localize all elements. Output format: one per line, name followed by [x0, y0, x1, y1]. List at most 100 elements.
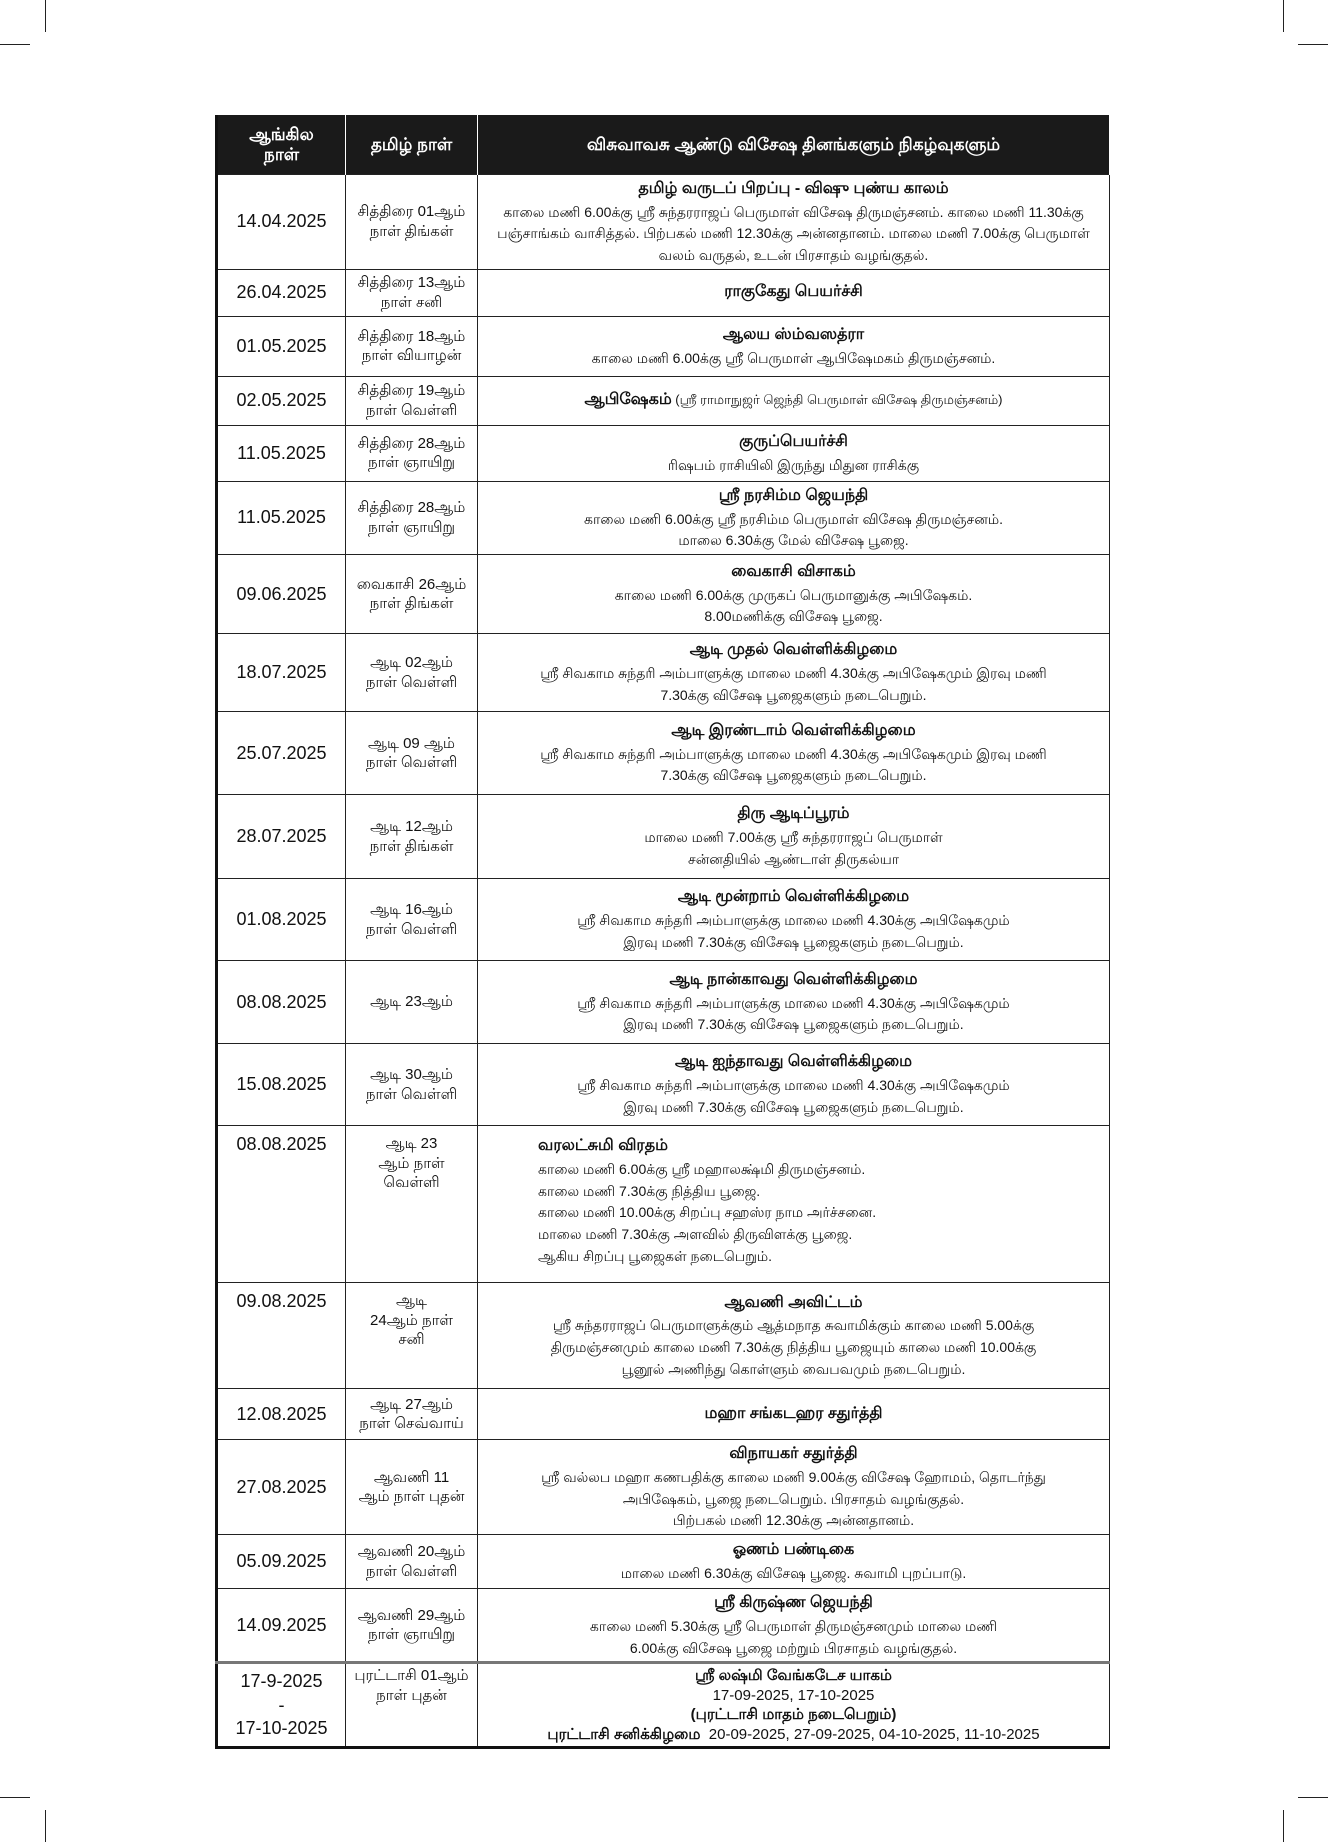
- event-detail-line: ஸ்ரீ சிவகாம சுந்தரி அம்பாளுக்கு மாலை மணி…: [577, 994, 1010, 1011]
- event-cell: ஆடி நான்காவது வெள்ளிக்கிழமை ஸ்ரீ சிவகாம ச…: [477, 960, 1110, 1045]
- saturday-label: புரட்டாசி சனிக்கிழமை: [547, 1725, 701, 1743]
- tamil-date-line: நாள் செவ்வாய்: [359, 1415, 464, 1433]
- event-title-text: ராகுகேது பெயர்ச்சி: [724, 283, 863, 301]
- event-detail-line: ஸ்ரீ சிவகாம சுந்தரி அம்பாளுக்கு மாலை மணி…: [577, 1077, 1010, 1094]
- event-title: ஆவணி அவிட்டம்: [482, 1291, 1105, 1316]
- event-title-text: திரு ஆடிப்பூரம்: [737, 805, 850, 823]
- event-title: தமிழ் வருடப் பிறப்பு - விஷு புண்ய காலம்: [482, 177, 1105, 202]
- event-title: ஓணம் பண்டிகை: [482, 1538, 1105, 1563]
- tamil-date-line: ஆடி: [396, 1292, 427, 1310]
- event-detail-line: திருமஞ்சனமும் காலை மணி 7.30க்கு நித்திய …: [550, 1339, 1037, 1356]
- crop-mark: [1283, 0, 1284, 32]
- event-title-text: ஆபிஷேகம்: [584, 391, 672, 409]
- date-range-part: 17-9-2025: [240, 1671, 323, 1692]
- event-detail-line: பஞ்சாங்கம் வாசித்தல். பிற்பகல் மணி 12.30…: [497, 225, 1090, 242]
- table-row: 09.08.2025 ஆடி 24ஆம் நாள் சனி ஆவணி அவிட்டம் ஸ…: [216, 1282, 1110, 1390]
- tamil-date: ஆடி 24ஆம் நாள் சனி: [345, 1282, 478, 1390]
- event-cell: ஆடி ஐந்தாவது வெள்ளிக்கிழமை ஸ்ரீ சிவகாம சு…: [477, 1043, 1110, 1127]
- event-title: ஆடி மூன்றாம் வெள்ளிக்கிழமை: [482, 885, 1105, 910]
- date-range-part: 17-10-2025: [235, 1717, 328, 1738]
- event-title-text: தமிழ் வருடப் பிறப்பு - விஷு புண்ய காலம்: [638, 180, 949, 197]
- tamil-date: சித்திரை 28ஆம் நாள் ஞாயிறு: [345, 480, 478, 556]
- tamil-date-line: ஆவணி 11: [373, 1468, 450, 1486]
- english-date: 26.04.2025: [216, 268, 346, 317]
- event-title: வரலட்சுமி விரதம்: [538, 1134, 1105, 1159]
- event-detail-line: பிற்பகல் மணி 12.30க்கு அன்னதானம்.: [672, 1512, 915, 1529]
- festival-calendar-table: ஆங்கில நாள் தமிழ் நாள் விசுவாவசு ஆண்டு வ…: [215, 115, 1110, 1750]
- tamil-date: சித்திரை 01ஆம் நாள் திங்கள்: [345, 174, 478, 270]
- event-cell: வரலட்சுமி விரதம் காலை மணி 6.00க்கு ஸ்ரீ ம…: [477, 1125, 1110, 1284]
- header-tamil-date: தமிழ் நாள்: [345, 115, 478, 175]
- event-detail-line: ரிஷபம் ராசியிலி இருந்து மிதுன ராசிக்கு: [667, 456, 920, 473]
- event-title: ஆபிஷேகம் (ஸ்ரீ ராமாநுஜர் ஜெந்தி பெருமாள்…: [482, 388, 1105, 413]
- tamil-date-line: நாள் சனி: [380, 293, 443, 311]
- event-title: திரு ஆடிப்பூரம்: [482, 802, 1105, 827]
- event-note: (புரட்டாசி மாதம் நடைபெறும்): [690, 1706, 897, 1724]
- table-row: 25.07.2025 ஆடி 09 ஆம் நாள் வெள்ளி ஆடி இரண்ட…: [216, 711, 1110, 796]
- event-title-text: ஆலய ஸ்ம்வஸத்ரா: [722, 326, 865, 344]
- crop-mark: [1283, 1810, 1284, 1842]
- english-date: 25.07.2025: [216, 711, 346, 796]
- tamil-date-line: புரட்டாசி 01ஆம்: [354, 1667, 469, 1685]
- table-row: 28.07.2025 ஆடி 12ஆம் நாள் திங்கள் திரு ஆடிப…: [216, 794, 1110, 880]
- table-row: 12.08.2025 ஆடி 27ஆம் நாள் செவ்வாய் மஹா சங்க…: [216, 1388, 1110, 1441]
- tamil-date-line: நாள் திங்கள்: [369, 222, 454, 240]
- table-row: 27.08.2025 ஆவணி 11 ஆம் நாள் புதன் விநாயகர் …: [216, 1439, 1110, 1536]
- table-row: 18.07.2025 ஆடி 02ஆம் நாள் வெள்ளி ஆடி முதல் …: [216, 633, 1110, 713]
- event-cell: ஸ்ரீ லஷ்மி வேங்கடேச யாகம் 17-09-2025, 17-…: [477, 1662, 1110, 1749]
- tamil-date-line: ஆடி 16ஆம்: [370, 901, 453, 919]
- event-title-text: ஸ்ரீ கிருஷ்ண ஜெயந்தி: [714, 1594, 873, 1612]
- event-detail-line: காலை மணி 10.00க்கு சிறப்பு சஹஸ்ர நாம அர்…: [538, 1204, 877, 1221]
- tamil-date-line: ஆவணி 29ஆம்: [357, 1606, 466, 1624]
- tamil-date: ஆடி 23ஆம்: [345, 960, 478, 1045]
- english-date: 12.08.2025: [216, 1388, 346, 1441]
- event-detail-line: காலை மணி 6.00க்கு ஸ்ரீ மஹாலக்ஷ்மி திருமஞ…: [538, 1160, 866, 1177]
- event-detail-line: ஸ்ரீ சுந்தரராஜப் பெருமாளுக்கும் ஆத்மநாத …: [552, 1317, 1035, 1334]
- tamil-date-line: நாள் வெள்ளி: [365, 673, 458, 691]
- event-title-text: ஓணம் பண்டிகை: [732, 1541, 855, 1559]
- event-cell: ஆலய ஸ்ம்வஸத்ரா காலை மணி 6.00க்கு ஸ்ரீ பெர…: [477, 315, 1110, 377]
- event-title-text: ஆடி இரண்டாம் வெள்ளிக்கிழமை: [671, 721, 916, 739]
- english-date: 09.06.2025: [216, 554, 346, 635]
- event-detail-line: ஸ்ரீ சிவகாம சுந்தரி அம்பாளுக்கு மாலை மணி…: [577, 912, 1010, 929]
- event-title-text: ஆவணி அவிட்டம்: [724, 1293, 863, 1311]
- tamil-date-line: வெள்ளி: [383, 1174, 440, 1192]
- event-detail-line: பூனூல் அணிந்து கொள்ளும் வைபவமும் நடைபெறு…: [621, 1360, 966, 1377]
- english-date: 09.08.2025: [216, 1282, 346, 1390]
- table-row: 01.05.2025 சித்திரை 18ஆம் நாள் வியாழன் ஆலய …: [216, 315, 1110, 377]
- tamil-date-line: சித்திரை 28ஆம்: [357, 434, 466, 452]
- event-detail-line: காலை மணி 5.30க்கு ஸ்ரீ பெருமாள் திருமஞ்ச…: [589, 1617, 998, 1634]
- event-title-text: விநாயகர் சதுர்த்தி: [729, 1445, 858, 1463]
- event-title: குருப்பெயர்ச்சி: [482, 430, 1105, 455]
- event-detail-line: இரவு மணி 7.30க்கு விசேஷ பூஜைகளும் நடைபெற…: [623, 933, 964, 950]
- event-cell: ராகுகேது பெயர்ச்சி: [477, 268, 1110, 317]
- tamil-date-line: நாள் வெள்ளி: [365, 401, 458, 419]
- crop-mark: [45, 1810, 46, 1842]
- tamil-date-line: நாள் திங்கள்: [369, 595, 454, 613]
- tamil-date-line: ஆவணி 20ஆம்: [357, 1543, 466, 1561]
- event-title: ஸ்ரீ நரசிம்ம ஜெயந்தி: [482, 484, 1105, 509]
- event-detail-line: 8.00மணிக்கு விசேஷ பூஜை.: [704, 608, 883, 625]
- event-title: மஹா சங்கடஹர சதுர்த்தி: [482, 1402, 1105, 1427]
- tamil-date-line: நாள் ஞாயிறு: [367, 1626, 456, 1644]
- event-cell: ஆபிஷேகம் (ஸ்ரீ ராமாநுஜர் ஜெந்தி பெருமாள்…: [477, 375, 1110, 426]
- event-title: ஸ்ரீ லஷ்மி வேங்கடேச யாகம்: [694, 1667, 892, 1685]
- tamil-date-line: நாள் புதன்: [376, 1686, 447, 1704]
- tamil-date-line: நாள் வெள்ளி: [365, 1562, 458, 1580]
- event-cell: ஆடி முதல் வெள்ளிக்கிழமை ஸ்ரீ சிவகாம சுந்த…: [477, 633, 1110, 713]
- tamil-date-line: நாள் வெள்ளி: [365, 754, 458, 772]
- event-detail-line: ஸ்ரீ சிவகாம சுந்தரி அம்பாளுக்கு மாலை மணி…: [540, 745, 1047, 762]
- english-date: 08.08.2025: [216, 1125, 346, 1284]
- table-row: 02.05.2025 சித்திரை 19ஆம் நாள் வெள்ளி ஆபிஷே…: [216, 375, 1110, 426]
- event-cell: ஓணம் பண்டிகை மாலை மணி 6.30க்கு விசேஷ பூஜை…: [477, 1534, 1110, 1590]
- tamil-date: வைகாசி 26ஆம் நாள் திங்கள்: [345, 554, 478, 635]
- event-title: ஆடி முதல் வெள்ளிக்கிழமை: [482, 638, 1105, 663]
- tamil-date: சித்திரை 28ஆம் நாள் ஞாயிறு: [345, 424, 478, 482]
- event-title: ராகுகேது பெயர்ச்சி: [482, 280, 1105, 305]
- tamil-date: ஆடி 09 ஆம் நாள் வெள்ளி: [345, 711, 478, 796]
- event-detail-line: மாலை மணி 7.30க்கு அளவில் திருவிளக்கு பூஜ…: [538, 1225, 853, 1242]
- tamil-date-line: சித்திரை 19ஆம்: [357, 382, 466, 400]
- event-title-text: மஹா சங்கடஹர சதுர்த்தி: [704, 1404, 883, 1422]
- table-row: 08.08.2025 ஆடி 23 ஆம் நாள் வெள்ளி வரலட்சுமி …: [216, 1125, 1110, 1284]
- crop-mark: [45, 0, 46, 32]
